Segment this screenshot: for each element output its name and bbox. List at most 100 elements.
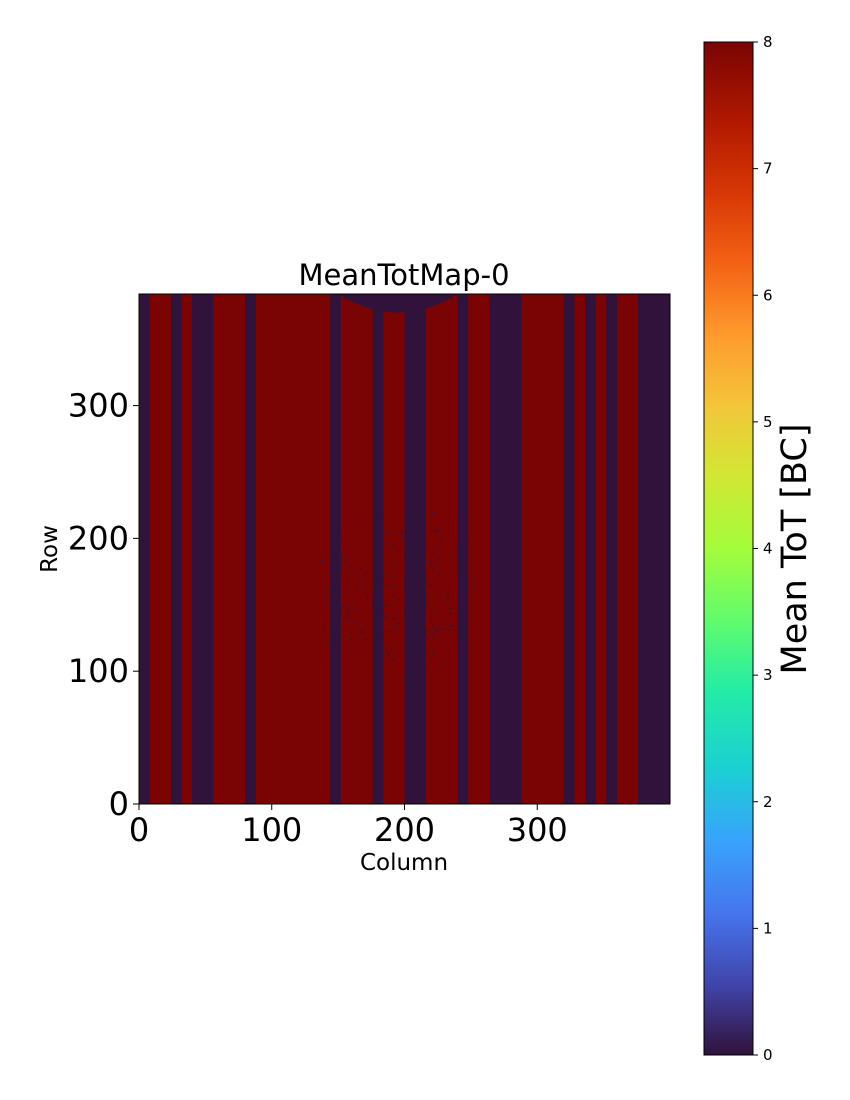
colorbar-tick-label: 3 xyxy=(763,666,773,684)
low-pixel xyxy=(319,559,321,562)
low-pixel xyxy=(355,586,357,588)
low-pixel xyxy=(347,611,349,613)
low-pixel xyxy=(385,571,387,573)
low-pixel xyxy=(412,575,415,577)
low-pixel xyxy=(457,609,459,611)
low-pixel xyxy=(391,595,394,597)
x-axis-ticks: 0 100 200 300 xyxy=(129,804,568,849)
low-pixel xyxy=(448,629,450,631)
low-value-top-arc xyxy=(338,294,458,313)
low-pixel xyxy=(350,638,352,640)
low-pixel xyxy=(405,654,407,656)
low-pixel xyxy=(347,612,349,615)
low-pixel xyxy=(355,558,358,560)
low-pixel xyxy=(466,627,468,629)
low-pixel xyxy=(327,639,329,642)
low-pixel xyxy=(442,540,444,543)
low-pixel xyxy=(433,607,435,609)
low-pixel xyxy=(373,542,375,545)
low-pixel xyxy=(388,499,390,501)
low-band-1 xyxy=(170,294,182,804)
low-pixel xyxy=(412,615,414,617)
low-pixel xyxy=(344,594,346,596)
low-pixel xyxy=(399,535,402,538)
low-pixel xyxy=(473,631,476,633)
low-pixel xyxy=(420,597,422,600)
low-pixel xyxy=(386,630,388,632)
low-pixel xyxy=(418,656,420,658)
low-pixel xyxy=(376,634,378,636)
low-pixel xyxy=(393,629,395,631)
low-pixel xyxy=(429,563,431,566)
low-band-2 xyxy=(192,294,214,804)
low-pixel xyxy=(434,545,436,547)
low-pixel xyxy=(409,607,412,609)
low-pixel xyxy=(412,590,415,592)
low-pixel xyxy=(405,517,407,520)
low-pixel xyxy=(350,632,352,634)
low-pixel xyxy=(355,574,357,576)
low-pixel xyxy=(386,522,389,524)
low-pixel xyxy=(432,637,434,639)
low-pixel xyxy=(424,532,426,534)
low-pixel xyxy=(473,579,475,582)
low-pixel xyxy=(342,579,345,581)
low-pixel xyxy=(374,632,377,634)
low-pixel xyxy=(430,660,433,663)
low-pixel xyxy=(364,584,367,587)
low-pixel xyxy=(375,628,377,630)
low-pixel xyxy=(381,518,384,521)
low-pixel xyxy=(379,630,381,632)
low-pixel xyxy=(361,586,363,589)
low-pixel xyxy=(395,625,397,628)
low-pixel xyxy=(409,519,411,522)
low-pixel xyxy=(380,506,382,508)
low-pixel xyxy=(387,565,389,567)
low-pixel xyxy=(409,569,411,571)
low-pixel xyxy=(455,566,457,569)
low-pixel xyxy=(407,601,409,603)
low-pixel xyxy=(427,637,429,640)
low-pixel xyxy=(371,603,373,606)
low-pixel xyxy=(403,587,405,590)
low-pixel xyxy=(334,570,337,573)
low-pixel xyxy=(401,531,404,534)
low-pixel xyxy=(331,627,333,629)
low-pixel xyxy=(449,633,451,635)
low-pixel xyxy=(436,529,438,531)
low-pixel xyxy=(358,576,360,578)
low-pixel xyxy=(426,630,428,632)
colorbar-tick-label: 5 xyxy=(763,413,773,431)
low-pixel xyxy=(366,596,368,599)
low-pixel xyxy=(350,617,352,619)
low-pixel xyxy=(346,605,348,608)
low-pixel xyxy=(452,533,454,535)
low-pixel xyxy=(402,555,404,557)
low-pixel xyxy=(376,538,378,540)
low-pixel xyxy=(425,548,428,550)
x-tick-label: 200 xyxy=(374,811,435,849)
low-pixel xyxy=(335,633,338,635)
low-pixel xyxy=(412,635,414,637)
low-pixel xyxy=(432,511,434,514)
low-band-10 xyxy=(585,294,596,804)
low-pixel xyxy=(341,560,343,562)
low-pixel xyxy=(336,603,338,606)
low-pixel xyxy=(332,642,335,645)
low-pixel xyxy=(382,579,384,581)
low-pixel xyxy=(380,606,382,609)
low-pixel xyxy=(349,565,351,568)
low-pixel xyxy=(388,584,390,586)
low-pixel xyxy=(429,631,432,634)
low-pixel xyxy=(381,603,384,605)
low-pixel xyxy=(375,625,377,627)
low-pixel xyxy=(393,564,395,566)
low-pixel xyxy=(339,610,342,612)
low-pixel xyxy=(459,540,461,542)
low-pixel xyxy=(422,630,425,632)
low-pixel xyxy=(417,513,419,516)
low-pixel xyxy=(404,631,407,633)
low-pixel xyxy=(422,510,424,512)
low-pixel xyxy=(424,627,426,630)
